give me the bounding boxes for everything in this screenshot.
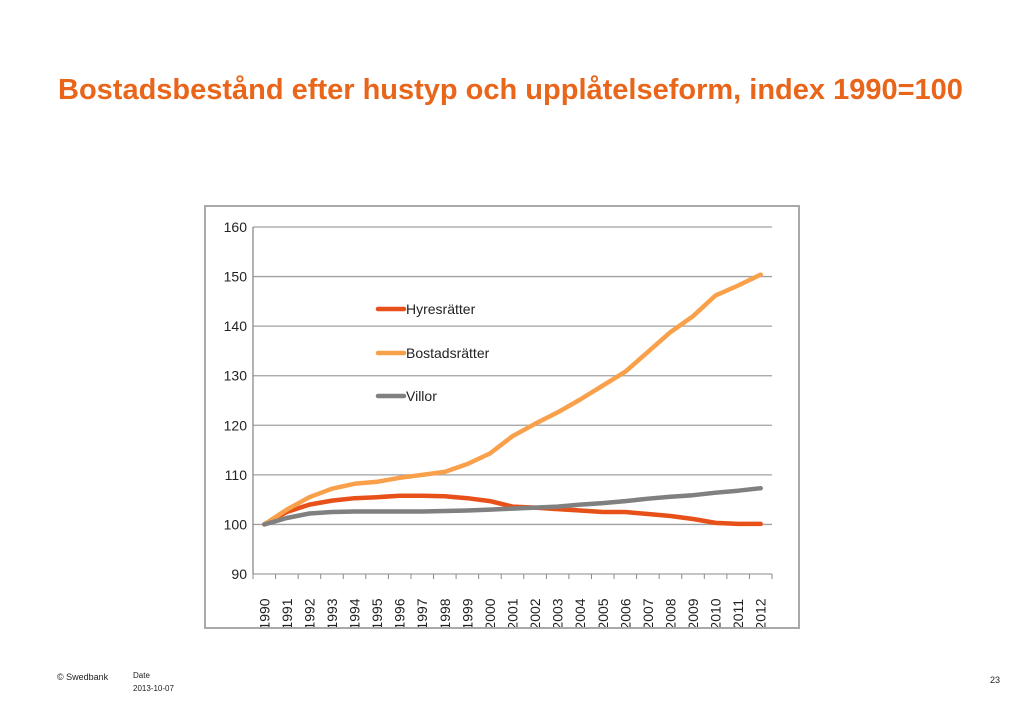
x-tick-label: 1991 (279, 598, 295, 627)
x-tick-label: 2007 (640, 598, 656, 627)
slide-title: Bostadsbestånd efter hustyp och upplåtel… (58, 74, 963, 106)
legend-label: Bostadsrätter (406, 345, 490, 361)
y-tick-label: 120 (224, 417, 248, 433)
x-tick-label: 2002 (527, 598, 543, 627)
x-tick-label: 1990 (256, 598, 272, 627)
x-tick-label: 2003 (550, 598, 566, 627)
series-line (262, 272, 763, 527)
y-tick-label: 90 (231, 566, 247, 582)
y-tick-label: 140 (224, 318, 248, 334)
x-tick-label: 1998 (437, 598, 453, 627)
y-tick-label: 160 (224, 219, 248, 235)
legend: Hyresrätter Bostadsrätter Villor (375, 301, 490, 404)
x-tick-label: 1992 (301, 598, 317, 627)
x-tick-label: 1997 (414, 598, 430, 627)
y-tick-label: 150 (224, 269, 248, 285)
line-chart: 90 100 110 120 130 140 150 160 1990 1991 1992 1993 1… (224, 219, 773, 627)
chart-frame: 90 100 110 120 130 140 150 160 1990 1991 1992 1993 1… (204, 205, 800, 629)
series-lines (262, 272, 763, 527)
x-tick-label: 1994 (347, 598, 363, 627)
x-tick-label: 1995 (369, 598, 385, 627)
x-tick-label: 2008 (662, 598, 678, 627)
footer-brand: © Swedbank (57, 672, 109, 682)
x-tick-label: 2006 (617, 598, 633, 627)
x-tick-label: 2000 (482, 598, 498, 627)
y-tick-label: 100 (224, 516, 248, 532)
footer-date: 2013-10-07 (133, 684, 174, 693)
x-tick-label: 2011 (730, 599, 746, 627)
legend-label: Hyresrätter (406, 301, 476, 317)
page-number: 23 (990, 675, 1001, 685)
x-tick-label: 2001 (505, 598, 521, 627)
x-tick-label: 1999 (459, 598, 475, 627)
gridlines (253, 226, 772, 575)
x-tick-label: 1993 (324, 598, 340, 627)
y-tick-label: 130 (224, 368, 248, 384)
y-tick-label: 110 (225, 467, 248, 483)
x-tick-label: 2012 (753, 598, 769, 627)
x-tick-label: 2009 (685, 598, 701, 627)
legend-label: Villor (406, 388, 437, 404)
x-tick-label: 2010 (708, 598, 724, 627)
x-tick-label: 2004 (572, 598, 588, 627)
x-tick-label: 2005 (595, 598, 611, 627)
axes: 90 100 110 120 130 140 150 160 1990 1991 1992 1993 1… (224, 219, 773, 627)
footer-date-label: Date (133, 671, 150, 680)
x-tick-label: 1996 (392, 598, 408, 627)
series-line (262, 485, 763, 527)
